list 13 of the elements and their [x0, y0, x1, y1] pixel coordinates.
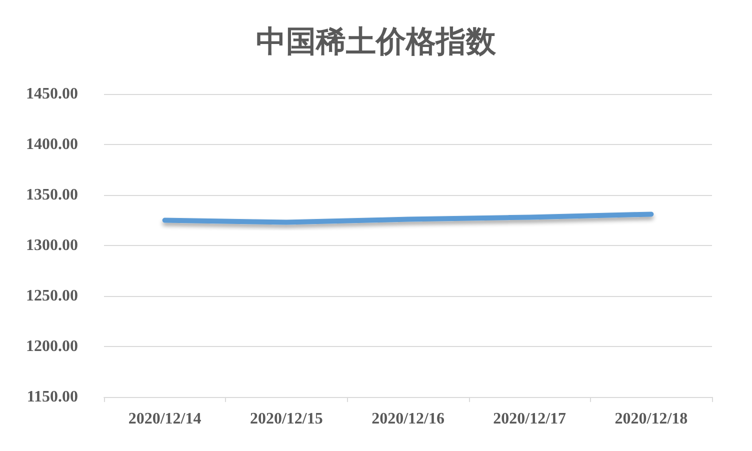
y-tick-label: 1250.00 — [26, 288, 78, 304]
x-tick-label: 2020/12/15 — [250, 410, 323, 428]
x-tick-label: 2020/12/16 — [372, 410, 444, 428]
x-tick-label: 2020/12/17 — [493, 410, 566, 428]
x-tick-label: 2020/12/14 — [128, 410, 202, 428]
x-tick-label: 2020/12/18 — [614, 410, 688, 428]
chart-title: 中国稀土价格指数 — [256, 24, 497, 60]
y-tick-label: 1450.00 — [26, 86, 78, 102]
y-tick-label: 1350.00 — [26, 186, 78, 204]
y-tick-label: 1150.00 — [26, 388, 78, 406]
y-tick-label: 1300.00 — [26, 237, 78, 254]
y-tick-label: 1200.00 — [26, 338, 78, 355]
y-tick-label: 1400.00 — [26, 136, 78, 153]
